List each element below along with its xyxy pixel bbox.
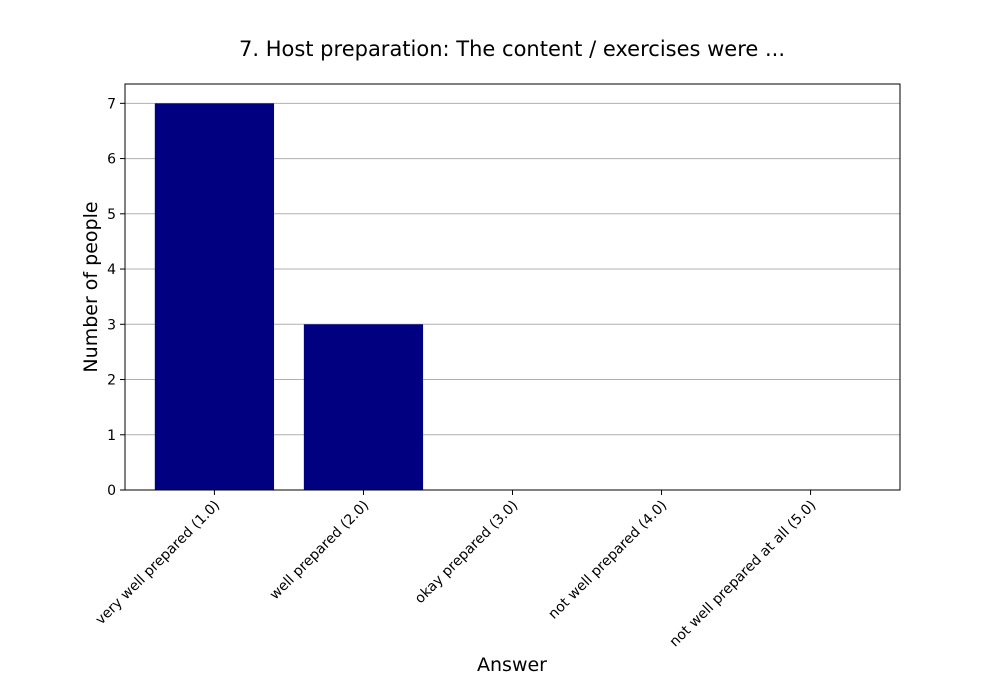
- y-tick-label: 6: [107, 152, 116, 168]
- x-tick-label: very well prepared (1.0): [93, 498, 224, 629]
- bar: [303, 324, 424, 490]
- y-tick-label: 3: [107, 317, 116, 333]
- x-tick-label: okay prepared (3.0): [412, 498, 521, 607]
- x-tick-label: not well prepared (4.0): [545, 498, 670, 623]
- x-axis-label: Answer: [477, 654, 547, 676]
- y-tick-label: 5: [107, 207, 116, 223]
- chart-title: 7. Host preparation: The content / exerc…: [239, 37, 785, 61]
- bar: [154, 103, 275, 490]
- y-axis-label: Number of people: [80, 201, 102, 372]
- y-tick-label: 7: [107, 96, 116, 112]
- x-axis-ticks: very well prepared (1.0) well prepared (2…: [93, 490, 820, 651]
- x-tick-label: not well prepared at all (5.0): [667, 498, 820, 651]
- bars: [154, 103, 424, 490]
- y-axis-ticks: 0 1 2 3 4 5 6 7: [107, 96, 125, 499]
- y-tick-label: 4: [107, 262, 116, 278]
- y-tick-label: 1: [107, 428, 116, 444]
- y-tick-label: 0: [107, 483, 116, 499]
- y-tick-label: 2: [107, 373, 116, 389]
- x-tick-label: well prepared (2.0): [267, 498, 373, 604]
